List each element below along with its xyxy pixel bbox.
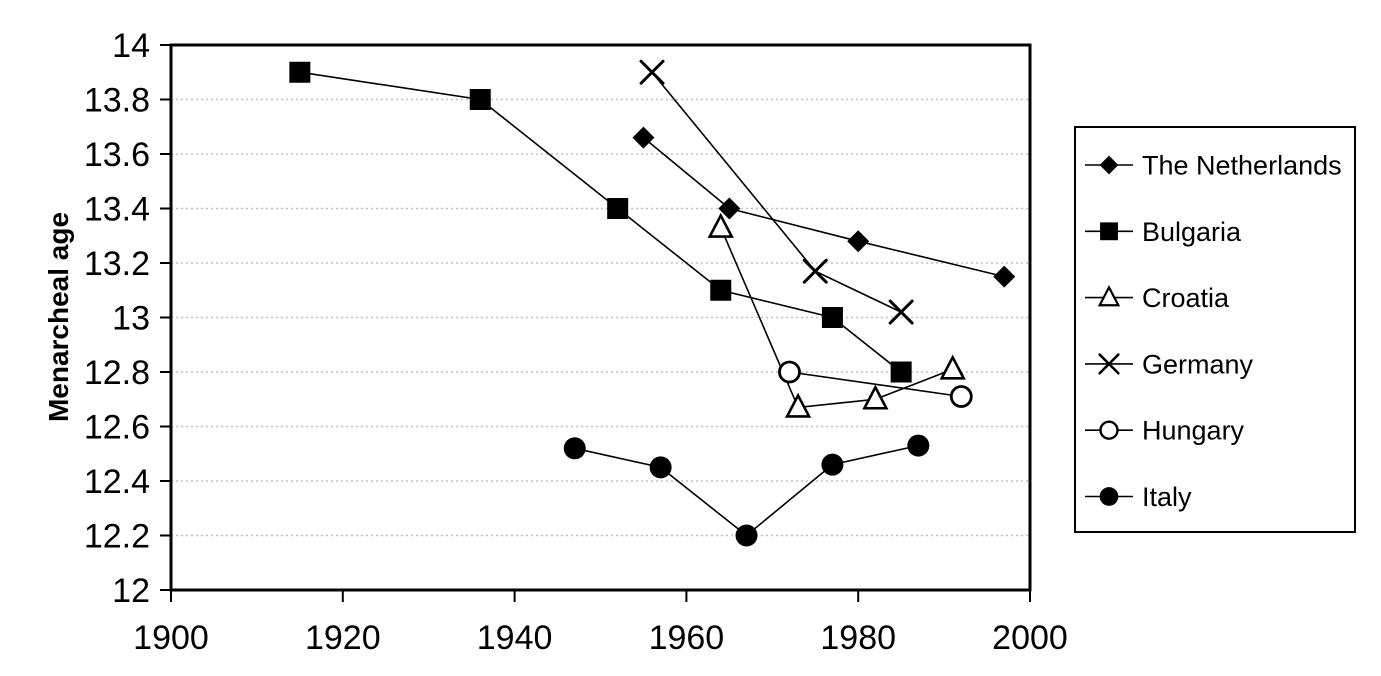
data-point-marker (862, 384, 889, 410)
data-point-marker (890, 361, 912, 383)
data-point-marker (949, 385, 973, 408)
data-point-marker (710, 279, 732, 301)
legend-label: Italy (1142, 482, 1192, 512)
y-tick-label: 12 (112, 572, 150, 610)
data-point-marker (778, 360, 801, 384)
legend-item-hungary: Hungary (1085, 416, 1245, 446)
y-axis-title: Menarcheal age (43, 212, 74, 422)
data-point-marker (907, 434, 930, 457)
legend-item-italy: Italy (1085, 482, 1192, 512)
data-point-marker (784, 392, 812, 418)
data-point-marker (607, 198, 629, 219)
series-line (574, 444, 919, 537)
data-point-marker (639, 59, 665, 85)
series-croatia (707, 212, 966, 418)
series-line (789, 371, 962, 398)
series-line (651, 71, 902, 313)
y-tick-label: 13 (112, 299, 150, 337)
series-bulgaria (289, 61, 912, 383)
series-germany (639, 59, 914, 325)
series-line (299, 71, 902, 373)
data-point-marker (707, 212, 734, 238)
series-line (720, 227, 953, 409)
x-tick-label: 1920 (305, 619, 381, 657)
data-point-marker (888, 299, 914, 325)
x-tick-label: 1960 (649, 619, 725, 657)
data-point-marker (469, 89, 491, 110)
legend-item-germany: Germany (1085, 349, 1254, 379)
legend-label: The Netherlands (1142, 150, 1342, 180)
triangle-open-icon (1097, 285, 1121, 307)
data-point-marker (993, 265, 1016, 288)
data-point-marker (939, 354, 966, 380)
series-italy (563, 434, 930, 547)
data-point-marker (802, 258, 828, 284)
data-point-marker (735, 524, 758, 547)
legend: The Netherlands Bulgaria Croatia Germany Hun… (1074, 126, 1356, 533)
x-tick-label: 1980 (820, 619, 896, 657)
y-tick-label: 13.2 (84, 245, 150, 283)
legend-item-the-netherlands: The Netherlands (1085, 150, 1342, 180)
legend-label: Germany (1142, 349, 1254, 379)
y-tick-label: 13.4 (84, 190, 150, 228)
y-tick-label: 13.6 (84, 136, 150, 174)
y-tick-label: 14 (112, 27, 150, 65)
data-point-marker (718, 197, 741, 220)
legend-label: Croatia (1142, 283, 1230, 313)
series-hungary (778, 360, 973, 408)
data-point-marker (563, 437, 586, 460)
x-tick-label: 1940 (477, 619, 553, 657)
legend-item-croatia: Croatia (1085, 283, 1230, 313)
y-tick-label: 13.8 (84, 81, 150, 119)
data-point-marker (632, 126, 655, 149)
y-tick-label: 12.8 (84, 354, 150, 392)
x-tick-label: 2000 (992, 619, 1068, 657)
x-tick-label: 1900 (133, 619, 209, 657)
series-the-netherlands (632, 126, 1016, 288)
data-point-marker (649, 456, 672, 479)
data-point-marker (821, 453, 844, 476)
diamond-filled-icon (1099, 155, 1119, 175)
circle-filled-icon (1099, 487, 1119, 506)
legend-item-bulgaria: Bulgaria (1085, 217, 1242, 247)
circle-open-icon (1099, 420, 1119, 440)
y-tick-label: 12.6 (84, 408, 150, 446)
legend-label: Bulgaria (1142, 217, 1242, 247)
data-point-marker (821, 307, 843, 328)
x-cross-icon (1098, 353, 1120, 375)
legend-label: Hungary (1142, 416, 1245, 446)
series-line (642, 136, 1005, 278)
legend-box (1074, 126, 1356, 533)
y-tick-label: 12.4 (84, 463, 150, 501)
data-point-marker (289, 61, 311, 83)
y-tick-label: 12.2 (84, 517, 150, 555)
square-filled-icon (1100, 222, 1118, 241)
data-point-marker (847, 230, 870, 253)
